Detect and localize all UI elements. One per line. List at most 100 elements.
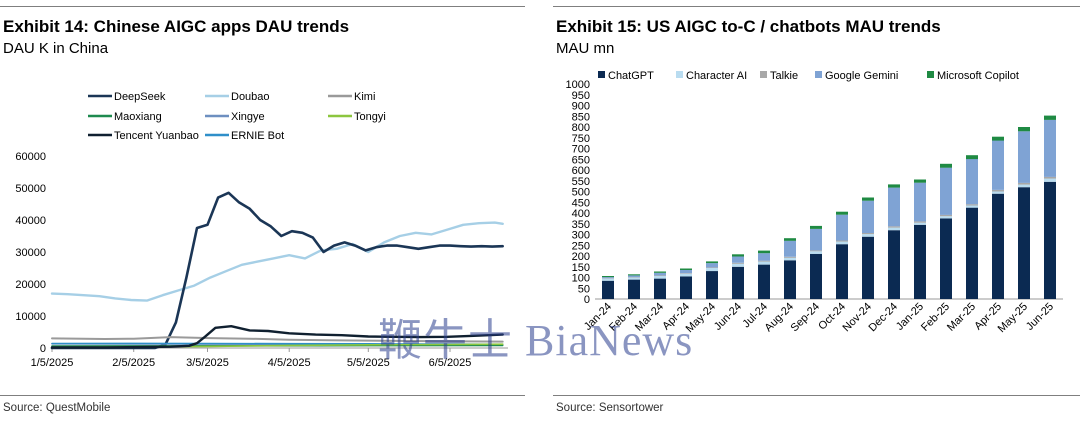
bar-segment-chatgpt xyxy=(810,253,822,299)
bar-segment-character-ai xyxy=(654,276,666,279)
x-tick-label: Jun-25 xyxy=(1024,301,1056,333)
legend-item: Doubao xyxy=(205,91,270,103)
legend-item: Kimi xyxy=(328,91,375,103)
legend-item: Microsoft Copilot xyxy=(927,70,1019,82)
series-line-tencent-yuanbao xyxy=(50,325,504,349)
y-tick-label: 450 xyxy=(572,197,590,209)
bar-segment-chatgpt xyxy=(836,244,848,299)
y-tick-label: 400 xyxy=(572,208,590,220)
legend-label: DeepSeek xyxy=(114,91,166,103)
y-tick-label: 750 xyxy=(572,133,590,145)
series-line-deepseek xyxy=(50,191,505,350)
legend-label: Kimi xyxy=(354,91,375,103)
bar-segment-talkie xyxy=(602,278,614,279)
bar-segment-google-gemini xyxy=(1044,119,1056,177)
legend-label: Character AI xyxy=(686,70,747,82)
bar-segment-character-ai xyxy=(706,268,718,271)
bar-segment-microsoft-copilot xyxy=(732,254,744,257)
legend-swatch xyxy=(676,71,683,78)
y-tick-label: 650 xyxy=(572,154,590,166)
bar-segment-chatgpt xyxy=(888,230,900,299)
bar-segment-character-ai xyxy=(680,273,692,277)
bar-segment-talkie xyxy=(862,233,874,235)
y-tick-label: 60000 xyxy=(15,151,46,163)
legend-item: ERNIE Bot xyxy=(205,130,284,142)
bar-segment-google-gemini xyxy=(680,270,692,274)
bar-segment-microsoft-copilot xyxy=(628,274,640,276)
y-tick-label: 30000 xyxy=(15,247,46,259)
legend-swatch xyxy=(815,71,822,78)
bar-segment-google-gemini xyxy=(992,140,1004,190)
bar-segment-microsoft-copilot xyxy=(862,197,874,201)
bar-segment-character-ai xyxy=(602,278,614,281)
legend-item: Xingye xyxy=(205,111,265,123)
y-tick-label: 0 xyxy=(40,343,46,355)
bar-segment-talkie xyxy=(680,273,692,274)
dau-line-chart: 0 10000 20000 30000 40000 50000 60000 1/5/2025 2… xyxy=(15,91,508,369)
y-tick-label: 0 xyxy=(584,294,590,306)
legend-item: Character AI xyxy=(676,70,747,82)
bar-segment-google-gemini xyxy=(758,253,770,261)
bar-segment-talkie xyxy=(810,250,822,252)
bar-segment-character-ai xyxy=(810,251,822,254)
y-tick-label: 350 xyxy=(572,219,590,231)
bar-segment-talkie xyxy=(628,277,640,278)
x-tick-label: 3/5/2025 xyxy=(186,357,229,369)
legend-item: ChatGPT xyxy=(598,70,654,82)
bar-segment-chatgpt xyxy=(732,266,744,300)
bar-segment-talkie xyxy=(914,221,926,223)
y-tick-label: 10000 xyxy=(15,311,46,323)
bar-segment-character-ai xyxy=(940,216,952,219)
bar-segment-chatgpt xyxy=(862,236,874,299)
bar-segment-talkie xyxy=(940,214,952,217)
watermark: 鞭牛士 BiaNews xyxy=(378,316,694,365)
bar-segment-talkie xyxy=(1018,182,1030,185)
bar-segment-microsoft-copilot xyxy=(1018,127,1030,132)
panel-top-rule xyxy=(0,6,525,7)
y-tick-label: 850 xyxy=(572,111,590,123)
x-tick-label: 2/5/2025 xyxy=(112,357,155,369)
bar-segment-talkie xyxy=(992,190,1004,192)
legend-item: DeepSeek xyxy=(88,91,166,103)
bar-segment-microsoft-copilot xyxy=(992,136,1004,141)
y-tick-label: 950 xyxy=(572,90,590,102)
bar-segment-talkie xyxy=(706,267,718,268)
panel-top-rule xyxy=(553,6,1080,7)
x-tick-label: Mar-25 xyxy=(945,301,978,334)
y-tick-label: 250 xyxy=(572,240,590,252)
right-chart-subtitle: MAU mn xyxy=(556,40,615,57)
y-tick-label: 600 xyxy=(572,165,590,177)
bar-segment-character-ai xyxy=(836,241,848,245)
x-tick-label: Sep-24 xyxy=(789,301,823,335)
legend-swatch xyxy=(760,71,767,78)
bar-segment-talkie xyxy=(758,260,770,262)
left-chart-source: Source: QuestMobile xyxy=(3,402,111,414)
y-tick-label: 100 xyxy=(572,273,590,285)
y-tick-label: 50000 xyxy=(15,183,46,195)
x-tick-label: 5/5/2025 xyxy=(347,357,390,369)
bar-segment-chatgpt xyxy=(1044,181,1056,299)
legend-label: Xingye xyxy=(231,111,265,123)
legend-item: Tongyi xyxy=(328,111,386,123)
legend-label: Talkie xyxy=(770,70,798,82)
series-line-doubao xyxy=(50,221,504,302)
bar-segment-google-gemini xyxy=(836,214,848,241)
legend-label: ERNIE Bot xyxy=(231,130,284,142)
bar-segment-microsoft-copilot xyxy=(836,211,848,215)
bar-segment-chatgpt xyxy=(628,279,640,299)
left-chart-subtitle: DAU K in China xyxy=(3,40,109,57)
bar-segment-google-gemini xyxy=(732,256,744,263)
x-tick-label: Jun-24 xyxy=(712,301,744,333)
bar-segment-chatgpt xyxy=(992,193,1004,299)
bar-segment-google-gemini xyxy=(654,272,666,276)
legend-label: Google Gemini xyxy=(825,70,898,82)
bar-segment-google-gemini xyxy=(966,159,978,205)
bar-segment-chatgpt xyxy=(758,264,770,299)
bar-segment-microsoft-copilot xyxy=(784,238,796,241)
bar-segment-character-ai xyxy=(1044,178,1056,182)
bar-segment-microsoft-copilot xyxy=(602,276,614,278)
bar-segment-google-gemini xyxy=(914,182,926,222)
legend-item: Maoxiang xyxy=(88,111,162,123)
bar-segment-character-ai xyxy=(628,277,640,280)
y-tick-label: 700 xyxy=(572,144,590,156)
